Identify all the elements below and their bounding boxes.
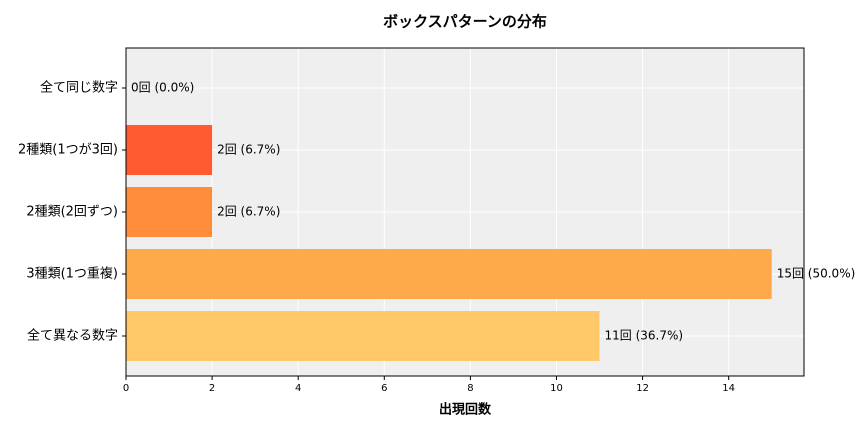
y-tick-label: 3種類(1つ重複) [26,266,118,282]
y-tick-label: 2種類(2回ずつ) [26,204,118,220]
value-label: 2回 (6.7%) [217,205,280,219]
y-tick-label: 2種類(1つが3回) [18,142,118,158]
x-tick-label: 4 [295,383,301,394]
chart-title: ボックスパターンの分布 [383,13,547,31]
x-tick-label: 0 [123,383,129,394]
bar [126,311,600,361]
bar [126,187,213,237]
x-tick-label: 2 [209,383,215,394]
x-tick-label: 14 [722,383,735,394]
x-axis-label: 出現回数 [439,402,492,418]
plot-frame [125,47,805,377]
x-tick-label: 8 [467,383,473,394]
bar [126,249,772,299]
x-tick-label: 6 [381,383,387,394]
value-label: 11回 (36.7%) [605,329,684,343]
bar [126,125,213,175]
value-label: 15回 (50.0%) [777,267,856,281]
x-tick-label: 10 [550,383,563,394]
y-tick-label: 全て同じ数字 [40,80,118,96]
x-tick-label: 12 [636,383,649,394]
value-label: 0回 (0.0%) [131,81,194,95]
y-tick-label: 全て異なる数字 [27,328,118,344]
value-label: 2回 (6.7%) [217,143,280,157]
